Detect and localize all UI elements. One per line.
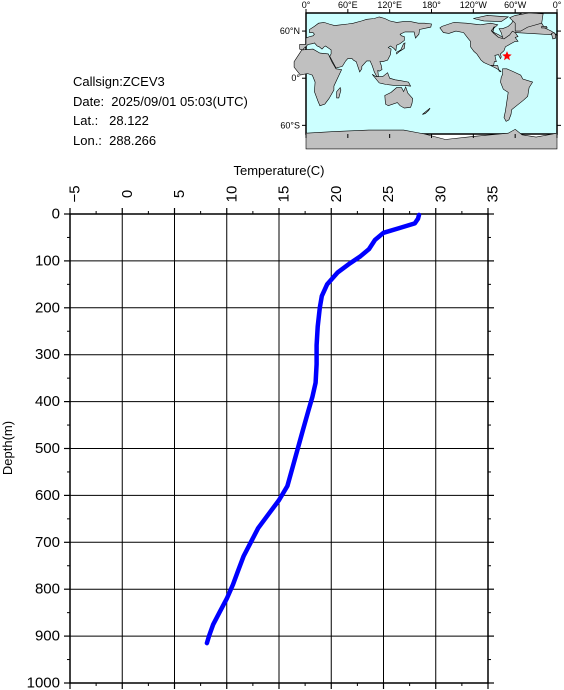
chart-ticks <box>64 208 494 689</box>
land-australia <box>384 86 414 109</box>
land-greenland <box>509 12 544 32</box>
map-lon-label: 120°E <box>377 0 402 10</box>
land-south-america <box>500 68 534 122</box>
temperature-profile-line <box>204 212 422 646</box>
x-tick-label: 10 <box>223 186 240 203</box>
lat-text: Lat.: 28.122 <box>73 113 149 128</box>
x-tick-label: −5 <box>67 185 84 202</box>
land-africa <box>293 48 343 107</box>
x-axis-title: Temperature(C) <box>233 163 324 178</box>
x-tick-label: 25 <box>380 186 397 203</box>
map-labels: 0° 60°E 120°E 180° 120°W 60°W 0° 60°N 0° 60°S <box>280 0 562 130</box>
map-lon-label: 60°E <box>338 0 358 10</box>
y-tick-labels: 0 100 200 300 400 500 600 700 800 900 1000 <box>27 206 60 690</box>
y-tick-label: 900 <box>35 628 60 645</box>
map-lon-label: 180° <box>422 0 441 10</box>
map-lon-label: 120°W <box>460 0 488 10</box>
y-tick-label: 400 <box>35 393 60 410</box>
map-lat-label: 60°N <box>280 26 300 36</box>
x-tick-label: 35 <box>485 186 502 203</box>
map-ticks <box>302 9 561 138</box>
x-tick-label: 15 <box>276 186 293 203</box>
world-map: 0° 60°E 120°E 180° 120°W 60°W 0° 60°N 0° 60°S <box>280 0 562 150</box>
y-tick-label: 300 <box>35 346 60 363</box>
land-central-america <box>490 65 502 73</box>
map-lon-label: 0° <box>553 0 562 10</box>
land-japan <box>396 42 406 55</box>
land-iceland <box>541 26 548 29</box>
y-tick-label: 200 <box>35 299 60 316</box>
lon-text: Lon.: 288.266 <box>73 132 157 148</box>
x-tick-label: 5 <box>171 190 188 198</box>
land-british-isles <box>551 32 556 40</box>
series-layer <box>204 212 422 646</box>
y-tick-label: 700 <box>35 534 60 551</box>
land-indonesia <box>371 72 412 87</box>
y-tick-label: 0 <box>52 206 60 223</box>
y-tick-label: 600 <box>35 487 60 504</box>
y-tick-label: 1000 <box>27 675 60 690</box>
map-lat-label: 0° <box>291 73 300 83</box>
y-tick-label: 500 <box>35 440 60 457</box>
date-text: Date: 2025/09/01 05:03(UTC) <box>73 93 248 109</box>
y-tick-label: 100 <box>35 252 60 269</box>
map-land <box>293 12 559 150</box>
map-lon-label: 0° <box>302 0 311 10</box>
x-tick-label: 20 <box>328 186 345 203</box>
station-marker-icon <box>502 51 512 61</box>
land-arctic-islands <box>473 15 510 22</box>
land-eurasia <box>299 16 432 79</box>
land-madagascar <box>336 86 342 99</box>
map-lon-label: 60°W <box>504 0 527 10</box>
station-info: Callsign:ZCEV3 Date: 2025/09/01 05:03(UT… <box>73 72 248 150</box>
chart-grid <box>70 214 488 683</box>
map-lat-label: 60°S <box>280 120 300 130</box>
land-new-zealand <box>422 107 431 115</box>
profile-chart: −5 0 5 10 15 20 25 30 35 0 100 200 300 400 500 600 700 8… <box>0 163 502 690</box>
x-tick-label: 0 <box>119 190 136 198</box>
y-tick-label: 800 <box>35 581 60 598</box>
callsign-text: Callsign:ZCEV3 <box>73 74 165 89</box>
x-tick-label: 30 <box>432 186 449 203</box>
x-tick-labels: −5 0 5 10 15 20 25 30 35 <box>67 185 502 202</box>
y-axis-title: Depth(m) <box>0 421 15 475</box>
land-antarctica <box>305 128 558 150</box>
